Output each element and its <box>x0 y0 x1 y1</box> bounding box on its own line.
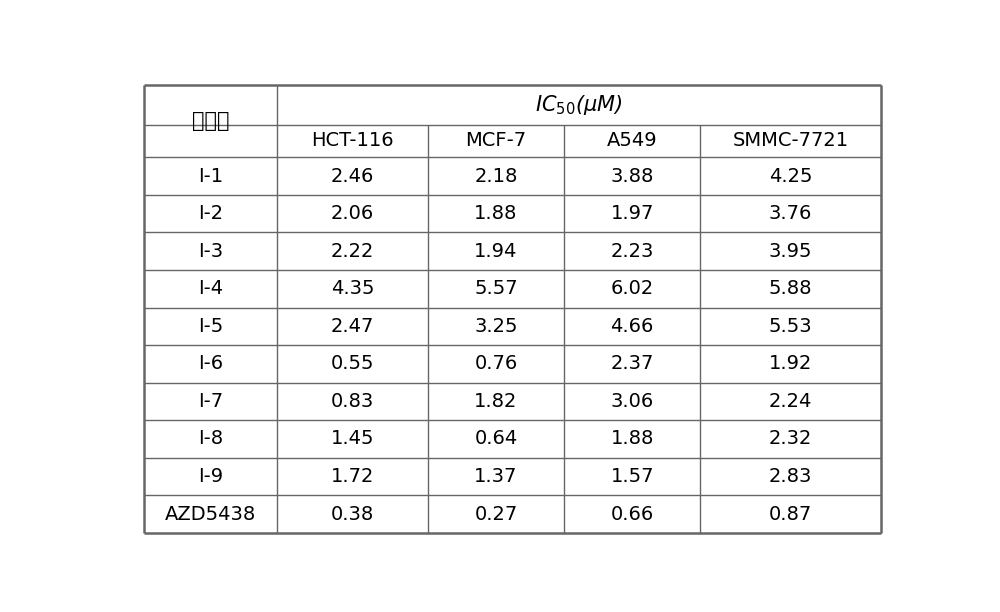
Text: 化合物: 化合物 <box>192 111 229 131</box>
Text: 0.55: 0.55 <box>331 354 374 373</box>
Text: 3.88: 3.88 <box>610 166 654 185</box>
Text: 5.53: 5.53 <box>769 317 812 336</box>
Text: 0.64: 0.64 <box>474 430 518 449</box>
Text: 3.06: 3.06 <box>611 392 654 411</box>
Text: 1.94: 1.94 <box>474 242 518 261</box>
Text: 1.57: 1.57 <box>610 467 654 486</box>
Text: 1.97: 1.97 <box>610 204 654 223</box>
Text: 0.38: 0.38 <box>331 505 374 524</box>
Text: I-2: I-2 <box>198 204 223 223</box>
Text: HCT-116: HCT-116 <box>311 132 394 151</box>
Text: 2.83: 2.83 <box>769 467 812 486</box>
Text: A549: A549 <box>607 132 657 151</box>
Text: 5.88: 5.88 <box>769 279 812 298</box>
Text: SMMC-7721: SMMC-7721 <box>732 132 848 151</box>
Text: I-4: I-4 <box>198 279 223 298</box>
Text: 2.06: 2.06 <box>331 204 374 223</box>
Text: 2.18: 2.18 <box>474 166 518 185</box>
Text: I-9: I-9 <box>198 467 223 486</box>
Text: MCF-7: MCF-7 <box>465 132 526 151</box>
Text: 1.45: 1.45 <box>331 430 374 449</box>
Text: 2.22: 2.22 <box>331 242 374 261</box>
Text: 2.47: 2.47 <box>331 317 374 336</box>
Text: 1.92: 1.92 <box>769 354 812 373</box>
Text: 0.83: 0.83 <box>331 392 374 411</box>
Text: 0.66: 0.66 <box>611 505 654 524</box>
Text: I-5: I-5 <box>198 317 223 336</box>
Text: 2.46: 2.46 <box>331 166 374 185</box>
Text: 1.37: 1.37 <box>474 467 518 486</box>
Text: 0.76: 0.76 <box>474 354 518 373</box>
Text: AZD5438: AZD5438 <box>165 505 256 524</box>
Text: 1.88: 1.88 <box>610 430 654 449</box>
Text: 1.88: 1.88 <box>474 204 518 223</box>
Text: I-3: I-3 <box>198 242 223 261</box>
Text: 4.25: 4.25 <box>769 166 812 185</box>
Text: IC$_{50}$($\mu$M): IC$_{50}$($\mu$M) <box>535 93 623 117</box>
Text: I-7: I-7 <box>198 392 223 411</box>
Text: 4.35: 4.35 <box>331 279 374 298</box>
Text: I-8: I-8 <box>198 430 223 449</box>
Text: 0.27: 0.27 <box>474 505 518 524</box>
Text: 4.66: 4.66 <box>610 317 654 336</box>
Text: 1.72: 1.72 <box>331 467 374 486</box>
Text: 2.37: 2.37 <box>610 354 654 373</box>
Text: 6.02: 6.02 <box>611 279 654 298</box>
Text: I-1: I-1 <box>198 166 223 185</box>
Text: 2.32: 2.32 <box>769 430 812 449</box>
Text: 2.23: 2.23 <box>610 242 654 261</box>
Text: 3.76: 3.76 <box>769 204 812 223</box>
Text: 1.82: 1.82 <box>474 392 518 411</box>
Text: 3.95: 3.95 <box>769 242 812 261</box>
Text: 0.87: 0.87 <box>769 505 812 524</box>
Text: 3.25: 3.25 <box>474 317 518 336</box>
Text: 2.24: 2.24 <box>769 392 812 411</box>
Text: 5.57: 5.57 <box>474 279 518 298</box>
Text: I-6: I-6 <box>198 354 223 373</box>
